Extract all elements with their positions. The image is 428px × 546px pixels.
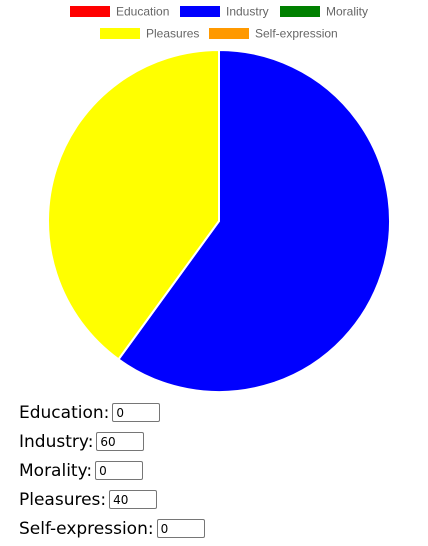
legend-swatch-self-expression <box>209 28 249 39</box>
legend-item-self-expression[interactable]: Self-expression <box>209 27 338 41</box>
legend-item-pleasures[interactable]: Pleasures <box>100 27 199 41</box>
pleasures-input[interactable] <box>109 490 158 509</box>
pie-slices <box>47 48 392 393</box>
legend-swatch-pleasures <box>100 28 140 39</box>
legend-swatch-industry <box>180 6 220 17</box>
field-row-morality: Morality: <box>19 456 205 485</box>
morality-label: Morality: <box>19 460 93 481</box>
morality-input[interactable] <box>95 461 144 480</box>
field-row-self-expression: Self-expression: <box>19 514 205 543</box>
value-form: Education: Industry: Morality: Pleasures… <box>19 398 205 543</box>
legend-label-education: Education <box>116 5 169 19</box>
legend-swatch-morality <box>280 6 320 17</box>
pie-chart: Education Industry Morality Pleasures Se… <box>47 5 392 393</box>
education-input[interactable] <box>112 403 161 422</box>
legend-item-education[interactable]: Education <box>70 5 169 19</box>
education-label: Education: <box>19 402 110 423</box>
legend-item-industry[interactable]: Industry <box>180 5 269 19</box>
legend-item-morality[interactable]: Morality <box>280 5 368 19</box>
legend-swatch-education <box>70 6 110 17</box>
industry-input[interactable] <box>96 432 145 451</box>
self-expression-input[interactable] <box>156 519 205 538</box>
chart-legend: Education Industry Morality Pleasures Se… <box>70 5 368 41</box>
legend-label-pleasures: Pleasures <box>146 27 199 41</box>
pie-slice-industry[interactable] <box>117 48 392 393</box>
pie-slice-pleasures[interactable] <box>47 48 220 361</box>
legend-label-self-expression: Self-expression <box>255 27 338 41</box>
legend-label-morality: Morality <box>326 5 368 19</box>
field-row-pleasures: Pleasures: <box>19 485 205 514</box>
field-row-industry: Industry: <box>19 427 205 456</box>
legend-label-industry: Industry <box>226 5 269 19</box>
field-row-education: Education: <box>19 398 205 427</box>
self-expression-label: Self-expression: <box>19 518 154 539</box>
pleasures-label: Pleasures: <box>19 489 107 510</box>
industry-label: Industry: <box>19 431 94 452</box>
